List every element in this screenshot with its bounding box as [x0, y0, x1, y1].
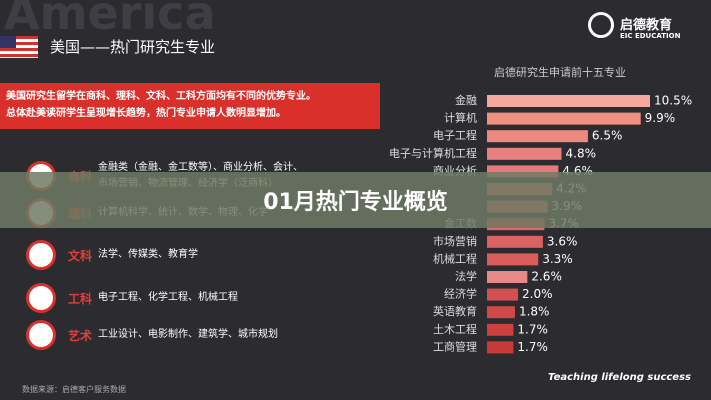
bar — [487, 112, 641, 125]
source: 数据来源：启德客户服务数据 — [22, 385, 126, 394]
field-text: 电子工程、化学工程、机械工程 — [98, 292, 239, 303]
bar — [487, 235, 543, 248]
category-label: 机械工程 — [433, 251, 477, 265]
logo-sub: EIC EDUCATION — [620, 32, 681, 40]
category-label: 土木工程 — [433, 323, 477, 336]
field-name: 艺术 — [68, 328, 93, 343]
intro-line: 总体赴美读研学生呈现增长趋势，热门专业申请人数明显增加。 — [6, 108, 286, 119]
field-icon — [26, 283, 56, 313]
slogan: Teaching lifelong success — [548, 372, 691, 383]
field-name: 工科 — [68, 291, 93, 306]
value-label: 4.8% — [566, 146, 597, 160]
value-label: 10.5% — [654, 94, 692, 108]
value-label: 2.0% — [522, 287, 553, 301]
bar — [487, 271, 528, 283]
field: 工科 电子工程、化学工程、机械工程 — [26, 283, 238, 313]
bar — [487, 323, 514, 336]
value-label: 1.7% — [517, 322, 548, 336]
value-label: 9.9% — [645, 111, 676, 125]
flag — [0, 36, 38, 58]
value-label: 1.7% — [517, 340, 548, 354]
value-label: 1.8% — [519, 305, 550, 319]
chart-title: 启德研究生申请前十五专业 — [494, 65, 626, 79]
category-label: 计算机 — [444, 111, 477, 125]
category-label: 电子工程 — [433, 129, 477, 142]
bar — [487, 253, 539, 266]
bar — [487, 130, 588, 143]
intro-box: 美国研究生留学在商科、理科、文科、工科方面均有不同的优势专业。 总体赴美读研学生… — [0, 83, 380, 129]
category-label: 市场营销 — [433, 234, 477, 248]
intro-line: 美国研究生留学在商科、理科、文科、工科方面均有不同的优势专业。 — [6, 91, 316, 102]
bar — [487, 341, 514, 354]
field-text: 法学、传媒类、教育学 — [98, 249, 199, 260]
bar — [487, 95, 650, 107]
value-label: 6.5% — [592, 129, 623, 143]
logo-name: 启德教育 — [620, 18, 673, 33]
field-icon — [26, 240, 56, 270]
field-icon — [26, 320, 56, 350]
category-label: 英语教育 — [433, 304, 477, 318]
category-label: 金融 — [455, 93, 477, 107]
category-label: 电子与计算机工程 — [389, 146, 477, 160]
field-text: 工业设计、电影制作、建筑学、城市规划 — [98, 329, 279, 340]
bar — [487, 306, 515, 319]
category-label: 工商管理 — [433, 339, 477, 353]
field-name: 文科 — [68, 248, 93, 263]
category-label: 经济学 — [444, 287, 477, 301]
bar — [487, 147, 562, 160]
field: 艺术 工业设计、电影制作、建筑学、城市规划 — [26, 320, 278, 350]
value-label: 2.6% — [531, 270, 562, 284]
watermark: America — [4, 0, 216, 40]
bar — [487, 288, 519, 301]
heading: 美国——热门研究生专业 — [50, 38, 216, 56]
logo-icon — [588, 12, 614, 38]
value-label: 3.3% — [542, 252, 573, 266]
field: 文科 法学、传媒类、教育学 — [26, 240, 198, 270]
banner: 01月热门专业概览 — [0, 172, 711, 228]
value-label: 3.6% — [547, 234, 578, 248]
category-label: 法学 — [455, 269, 477, 283]
